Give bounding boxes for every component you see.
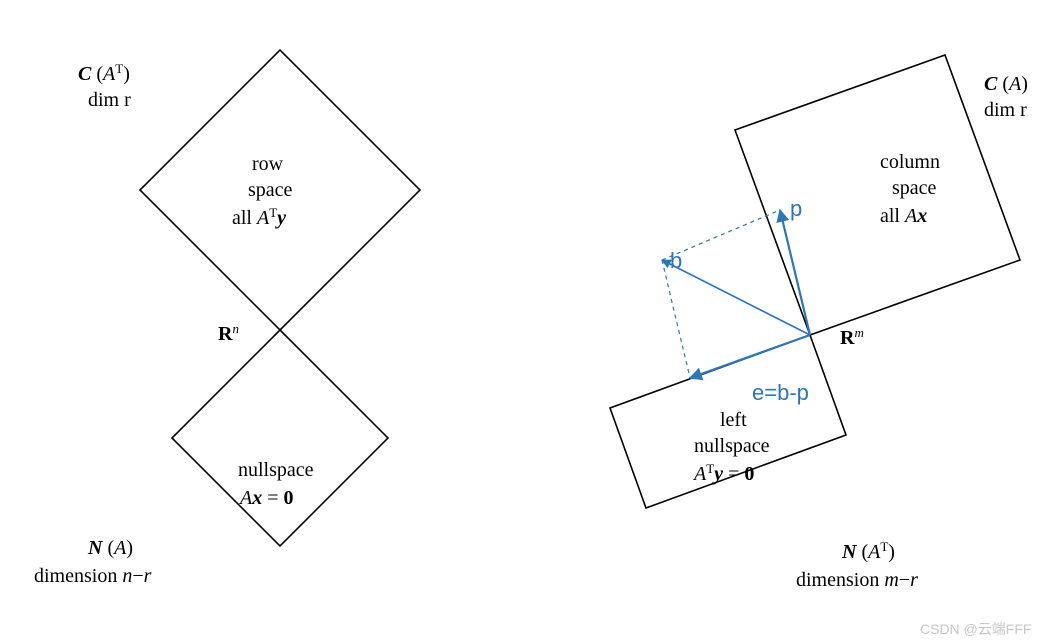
leftnull-title-2: dimension m−r <box>796 569 918 591</box>
col-space-title-1: C (A) <box>984 73 1028 95</box>
dash-b-to-e <box>662 260 690 378</box>
leftnull-body-3: ATy = 0 <box>692 461 754 486</box>
row-space-title-2: dim r <box>88 89 131 111</box>
nullspace-title-1: N (A) <box>87 537 133 559</box>
nullspace-body-1: nullspace <box>238 459 314 481</box>
row-space-title-1: C (AT) <box>78 61 130 86</box>
nullspace-box <box>172 330 388 546</box>
left-group: C (AT) dim r row space all ATy Rn nullsp… <box>34 50 420 587</box>
col-space-body-2: space <box>892 177 937 199</box>
label-e: e=b-p <box>752 380 809 405</box>
row-space-body-1: row <box>252 153 284 175</box>
vector-e <box>690 335 810 378</box>
vector-b <box>662 260 810 335</box>
leftnull-title-1: N (AT) <box>841 539 895 564</box>
Rm-label: Rm <box>840 325 864 350</box>
vector-p <box>780 210 810 335</box>
column-space-box <box>735 55 1020 335</box>
label-b: b <box>670 248 682 273</box>
diagram-canvas: C (AT) dim r row space all ATy Rn nullsp… <box>0 0 1064 643</box>
col-space-title-2: dim r <box>984 99 1027 121</box>
col-space-body-3: all Ax <box>880 205 927 227</box>
watermark: CSDN @云端FFF <box>920 621 1031 637</box>
right-group: C (A) dim r column space all Ax Rm left … <box>610 55 1028 591</box>
nullspace-title-2: dimension n−r <box>34 565 152 587</box>
row-space-body-2: space <box>248 179 293 201</box>
Rn-label: Rn <box>218 321 239 346</box>
nullspace-body-2: Ax = 0 <box>238 487 294 509</box>
projection-vectors: p b e=b-p <box>662 196 810 405</box>
leftnull-body-1: left <box>720 409 747 431</box>
col-space-body-1: column <box>880 151 940 173</box>
row-space-body-3: all ATy <box>232 205 286 230</box>
label-p: p <box>790 196 802 221</box>
leftnull-body-2: nullspace <box>694 435 770 457</box>
